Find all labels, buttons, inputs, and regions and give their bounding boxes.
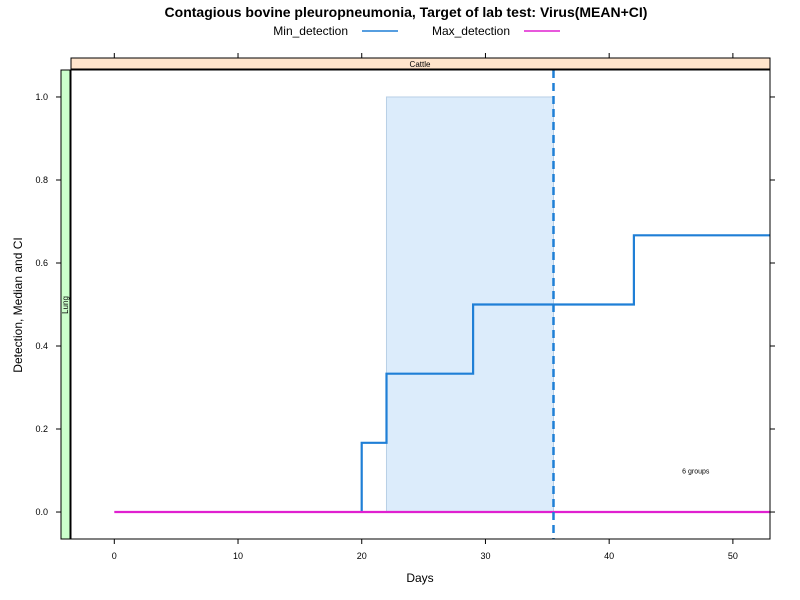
strip-top-label: Cattle (410, 60, 431, 69)
x-tick-label: 10 (233, 551, 243, 561)
panel-frame (70, 69, 771, 540)
x-axis: 0 10 20 30 40 50 (112, 53, 738, 561)
y-axis-label: Detection, Median and CI (11, 237, 25, 372)
legend-label-max: Max_detection (432, 24, 510, 38)
x-tick-label: 0 (112, 551, 117, 561)
groups-annotation: 6 groups (682, 469, 710, 476)
strip-top (70, 57, 771, 70)
legend-label-min: Min_detection (273, 24, 348, 38)
strip-left (60, 69, 71, 540)
strip-left-label: Lung (61, 296, 70, 314)
x-tick-label: 40 (604, 551, 614, 561)
x-tick-label: 20 (357, 551, 367, 561)
y-tick-label: 0.8 (35, 175, 48, 185)
y-tick-label: 0.2 (35, 424, 48, 434)
y-tick-label: 0.6 (35, 258, 48, 268)
plot-area (114, 70, 770, 539)
chart-title: Contagious bovine pleuropneumonia, Targe… (165, 4, 648, 20)
x-axis-label: Days (406, 571, 433, 585)
y-tick-label: 0.0 (35, 507, 48, 517)
series-line-min-detection (360, 234, 770, 512)
x-tick-label: 50 (728, 551, 738, 561)
x-tick-label: 30 (480, 551, 490, 561)
y-tick-label: 0.4 (35, 341, 48, 351)
y-tick-label: 1.0 (35, 92, 48, 102)
y-axis: 0.0 0.2 0.4 0.6 0.8 1.0 (35, 92, 775, 517)
